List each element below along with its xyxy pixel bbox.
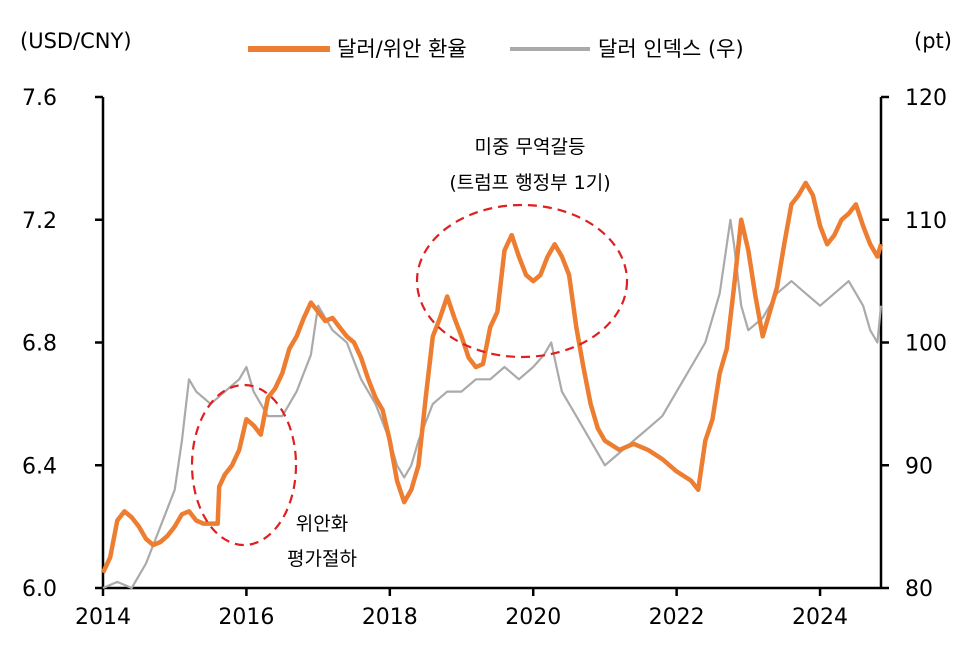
devaluation-label-2: 평가절하 — [287, 548, 357, 570]
left-tick-label: 6.4 — [22, 454, 57, 479]
right-tick-label: 80 — [905, 577, 933, 602]
right-tick-label: 100 — [905, 332, 947, 357]
right-axis-unit: (pt) — [914, 29, 952, 53]
right-tick-label: 110 — [905, 209, 947, 234]
right-tick-label: 90 — [905, 454, 933, 479]
left-tick-label: 6.8 — [22, 332, 57, 357]
devaluation-label-1: 위안화 — [296, 513, 348, 535]
legend-label-dxy: 달러 인덱스 (우) — [598, 37, 744, 61]
left-tick-label: 6.0 — [22, 577, 57, 602]
legend-label-cny: 달러/위안 환율 — [337, 37, 467, 61]
left-tick-label: 7.2 — [22, 209, 57, 234]
left-axis-unit: (USD/CNY) — [20, 29, 132, 53]
x-tick-label: 2014 — [75, 605, 131, 630]
x-tick-label: 2020 — [505, 605, 561, 630]
trade-war-circle — [415, 203, 629, 359]
x-tick-label: 2016 — [218, 605, 274, 630]
x-tick-label: 2018 — [362, 605, 418, 630]
trade-war-label-1: 미중 무역갈등 — [475, 136, 586, 158]
right-tick-label: 120 — [905, 86, 947, 111]
trade-war-label-2: (트럼프 행정부 1기) — [449, 172, 610, 194]
left-tick-label: 7.6 — [22, 86, 57, 111]
series-line-usd-cny — [100, 180, 884, 574]
x-tick-label: 2022 — [649, 605, 705, 630]
x-tick-label: 2024 — [792, 605, 848, 630]
series-line-dollar-index — [102, 218, 883, 590]
legend: 달러/위안 환율 달러 인덱스 (우) — [248, 37, 744, 61]
devaluation-circle — [190, 383, 298, 547]
